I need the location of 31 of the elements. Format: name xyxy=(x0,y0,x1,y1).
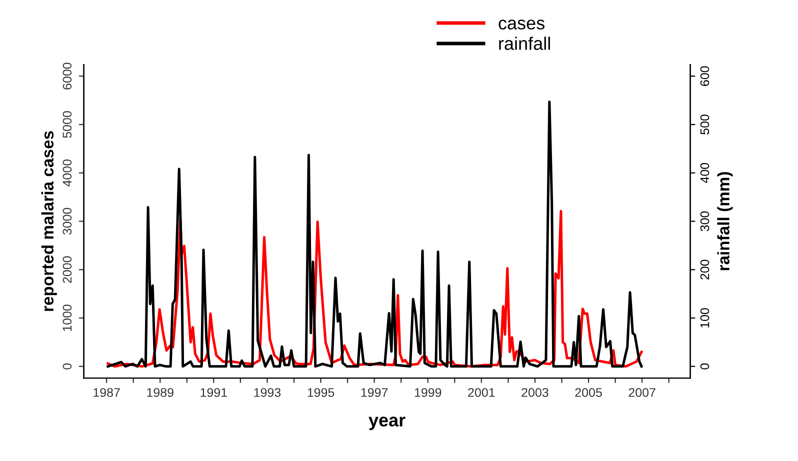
y-tick-label: 1000 xyxy=(62,304,72,331)
x-tick-label: 1993 xyxy=(254,388,281,397)
x-tick-label: 2005 xyxy=(575,388,602,397)
y2-tick-label: 200 xyxy=(700,260,710,280)
y2-tick-label: 300 xyxy=(700,211,710,232)
x-tick-label: 1989 xyxy=(147,388,174,397)
y-axis-title: reported malaria cases xyxy=(41,131,57,311)
y2-tick-label: 600 xyxy=(700,66,710,86)
y-tick-label: 3000 xyxy=(62,208,72,235)
y2-tick-label: 500 xyxy=(700,114,710,134)
legend-label: rainfall xyxy=(499,36,550,50)
y2-tick-label: 100 xyxy=(700,308,710,328)
y-tick-label: 6000 xyxy=(62,62,72,90)
x-tick-label: 1997 xyxy=(361,388,388,397)
x-tick-label: 1999 xyxy=(414,388,442,397)
x-axis-title: year xyxy=(368,416,406,430)
x-tick-label: 1991 xyxy=(200,388,227,397)
legend-label: cases xyxy=(498,20,544,30)
x-tick-label: 1995 xyxy=(308,388,334,397)
x-tick-label: 2001 xyxy=(468,388,495,397)
y-tick-label: 5000 xyxy=(62,111,72,138)
y2-axis-title: rainfall (mm) xyxy=(717,172,733,270)
x-tick-label: 2003 xyxy=(522,388,548,397)
x-tick-label: 2007 xyxy=(628,388,656,397)
line-series xyxy=(106,100,643,368)
y-tick-label: 2000 xyxy=(62,256,72,283)
y2-tick-label: 400 xyxy=(700,162,710,184)
y-tick-label: 4000 xyxy=(62,159,72,187)
x-tick-label: 1987 xyxy=(94,388,120,397)
y2-tick-label: 0 xyxy=(700,363,710,370)
y-tick-label: 0 xyxy=(62,363,72,370)
